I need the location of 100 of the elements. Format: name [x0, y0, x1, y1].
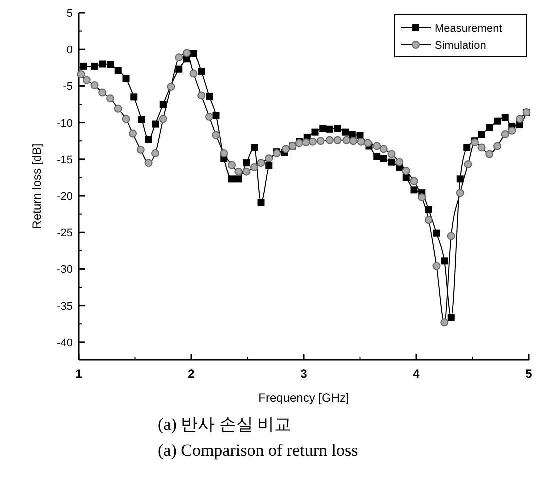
- point: [501, 130, 510, 139]
- point: [502, 114, 509, 122]
- point: [326, 136, 334, 144]
- point: [312, 128, 319, 136]
- point: [130, 94, 138, 101]
- point: [348, 131, 356, 138]
- point: [342, 136, 351, 144]
- point: [350, 137, 358, 146]
- point: [478, 131, 486, 138]
- y-tick-label: 0: [66, 44, 73, 57]
- point: [456, 189, 464, 198]
- point: [410, 177, 418, 186]
- x-tick-label: 4: [413, 367, 420, 381]
- y-tick-label: -40: [57, 337, 73, 350]
- point: [91, 62, 98, 70]
- point: [90, 81, 99, 90]
- point: [206, 92, 213, 100]
- point: [418, 193, 426, 202]
- y-tick-label: -5: [63, 81, 73, 94]
- point: [464, 160, 472, 169]
- point: [410, 186, 418, 194]
- point: [159, 115, 168, 124]
- point: [114, 67, 122, 74]
- point: [235, 176, 242, 183]
- point: [486, 150, 494, 158]
- point: [175, 54, 184, 62]
- text: (a) Comparison of return loss: [158, 441, 358, 460]
- y-tick-label: -20: [57, 191, 73, 204]
- point: [190, 70, 198, 78]
- point: [486, 124, 494, 132]
- point: [107, 61, 114, 68]
- point: [374, 152, 381, 160]
- point: [242, 168, 251, 176]
- point: [266, 162, 273, 170]
- point: [516, 115, 524, 124]
- point: [145, 136, 152, 144]
- text: (a) 반사 손실 비교: [158, 415, 292, 434]
- point: [183, 49, 191, 58]
- point: [373, 142, 382, 150]
- point: [99, 60, 106, 68]
- x-tick-label: 5: [526, 367, 533, 381]
- point: [152, 150, 160, 158]
- point: [432, 262, 441, 270]
- legend-label: Measurement: [435, 23, 502, 35]
- legend-label: Simulation: [435, 40, 486, 52]
- point: [198, 92, 206, 100]
- point: [167, 82, 176, 91]
- point: [388, 150, 396, 158]
- point: [364, 139, 372, 148]
- point: [396, 158, 404, 166]
- point: [243, 160, 250, 167]
- x-tick-label: 2: [188, 367, 196, 381]
- point: [508, 126, 516, 135]
- point: [441, 258, 448, 265]
- point: [228, 176, 236, 183]
- point: [80, 62, 87, 70]
- point: [334, 125, 342, 132]
- point: [212, 131, 220, 140]
- point: [212, 112, 220, 119]
- point: [282, 145, 290, 154]
- point: [160, 101, 167, 108]
- point: [206, 112, 214, 121]
- point: [302, 138, 310, 147]
- point: [122, 115, 130, 124]
- point: [265, 154, 274, 163]
- point: [478, 144, 486, 152]
- y-tick-label: -25: [57, 228, 73, 240]
- point: [198, 68, 206, 76]
- point: [122, 75, 130, 82]
- point: [342, 128, 350, 136]
- point: [106, 94, 114, 103]
- point: [494, 142, 502, 150]
- point: [228, 161, 236, 170]
- point: [82, 76, 91, 84]
- point: [258, 199, 265, 206]
- y-tick-label: -15: [57, 154, 73, 166]
- x-axis-title: Frequency [GHz]: [258, 391, 350, 405]
- point: [433, 230, 440, 237]
- point: [190, 50, 198, 58]
- point: [136, 146, 145, 154]
- point: [380, 145, 388, 154]
- point: [334, 136, 342, 144]
- point: [494, 118, 501, 125]
- point: [257, 159, 266, 168]
- point: [114, 104, 122, 113]
- point: [98, 88, 107, 97]
- y-tick-label: -30: [57, 264, 73, 276]
- point: [176, 66, 183, 73]
- point: [448, 314, 455, 322]
- point: [447, 232, 456, 240]
- point: [144, 159, 153, 168]
- point: [388, 158, 396, 166]
- point: [440, 318, 449, 327]
- x-tick-label: 3: [300, 367, 308, 381]
- point: [77, 70, 86, 78]
- point: [152, 120, 159, 128]
- point: [251, 144, 258, 152]
- point: [138, 116, 146, 124]
- point: [402, 167, 410, 176]
- point: [380, 155, 388, 162]
